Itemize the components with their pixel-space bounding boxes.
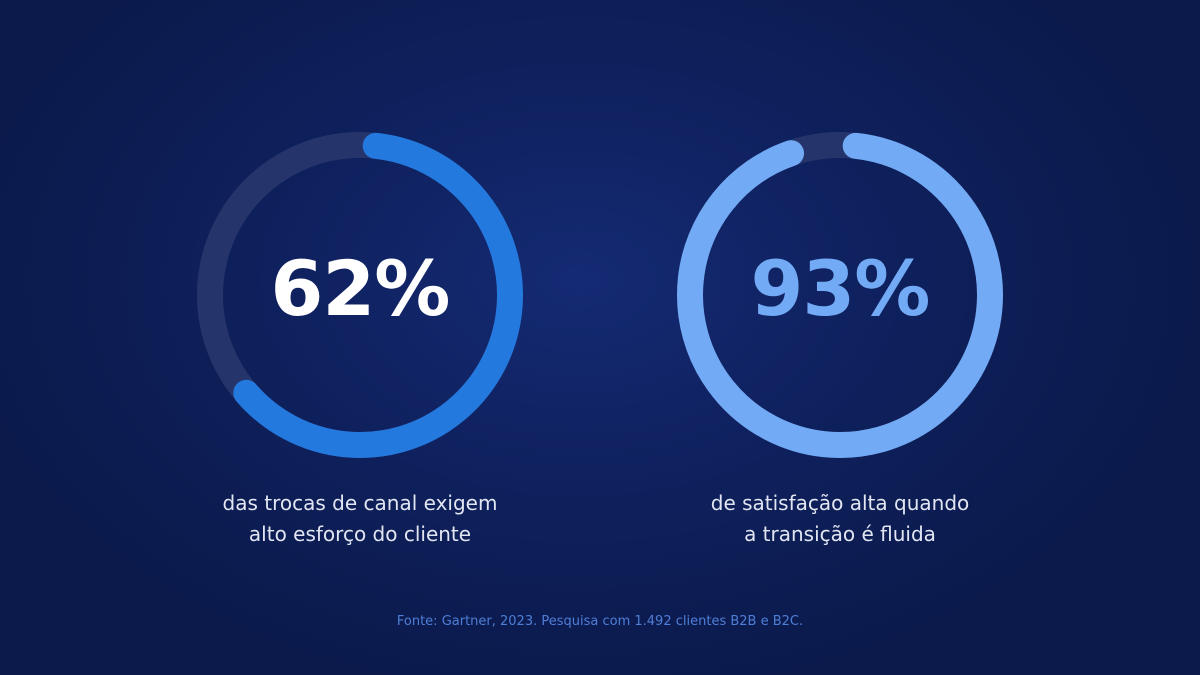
stat-caption: de satisfação alta quando a transição é … <box>650 488 1030 550</box>
stat-caption-line: alto esforço do cliente <box>248 522 472 546</box>
source-footnote: Fonte: Gartner, 2023. Pesquisa com 1.492… <box>396 614 804 629</box>
stat-value: 93% <box>750 244 931 333</box>
stat-caption-line: das trocas de canal exigem <box>222 491 498 515</box>
progress-ring-arc <box>197 132 523 458</box>
stat-caption-line: a transição é fluida <box>744 522 936 546</box>
stat-value: 62% <box>270 244 451 333</box>
progress-ring <box>677 132 1003 458</box>
stat-caption: das trocas de canal exigem alto esforço … <box>170 488 550 550</box>
stat-card-channel-switch-effort: 62% das trocas de canal exigem alto esfo… <box>190 125 530 565</box>
progress-ring <box>197 132 523 458</box>
progress-ring-arc <box>677 132 1003 458</box>
stat-card-smooth-transition-satisfaction: 93% de satisfação alta quando a transiçã… <box>670 125 1010 565</box>
stat-caption-line: de satisfação alta quando <box>710 491 970 515</box>
